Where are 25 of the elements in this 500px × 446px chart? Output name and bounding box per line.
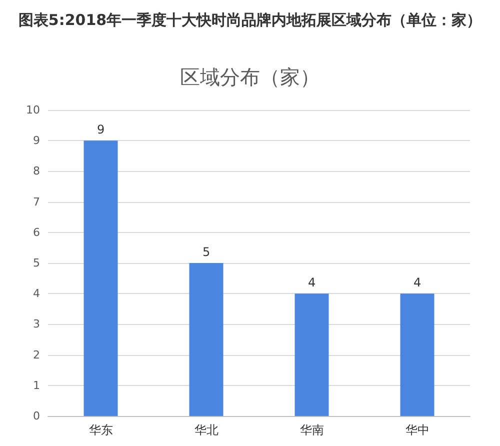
chart-title: 图表5:2018年一季度十大快时尚品牌内地拓展区域分布（单位：家） — [18, 11, 482, 29]
data-label: 4 — [413, 276, 422, 290]
x-tick-label: 华南 — [300, 423, 324, 437]
data-label: 5 — [202, 245, 210, 259]
data-label: 4 — [308, 276, 316, 290]
bar — [84, 140, 118, 416]
y-tick-label: 9 — [33, 134, 40, 148]
y-tick-label: 0 — [33, 410, 40, 422]
x-tick-label: 华中 — [405, 423, 430, 437]
y-tick-label: 4 — [33, 287, 40, 300]
bar — [400, 294, 434, 416]
y-tick-label: 5 — [33, 256, 40, 270]
x-tick-label: 华东 — [88, 423, 113, 437]
bar — [189, 263, 224, 416]
y-tick-label: 8 — [33, 164, 40, 178]
y-tick-label: 7 — [33, 195, 40, 208]
y-tick-label: 2 — [33, 348, 40, 362]
bar — [294, 294, 329, 416]
y-tick-label: 6 — [33, 226, 40, 239]
data-label: 9 — [96, 122, 105, 137]
x-tick-label: 华北 — [194, 423, 218, 437]
chart-subtitle: 区域分布（家） — [180, 65, 320, 89]
y-tick-label: 1 — [33, 378, 40, 392]
y-tick-label: 10 — [26, 104, 40, 116]
y-tick-label: 3 — [33, 318, 40, 331]
